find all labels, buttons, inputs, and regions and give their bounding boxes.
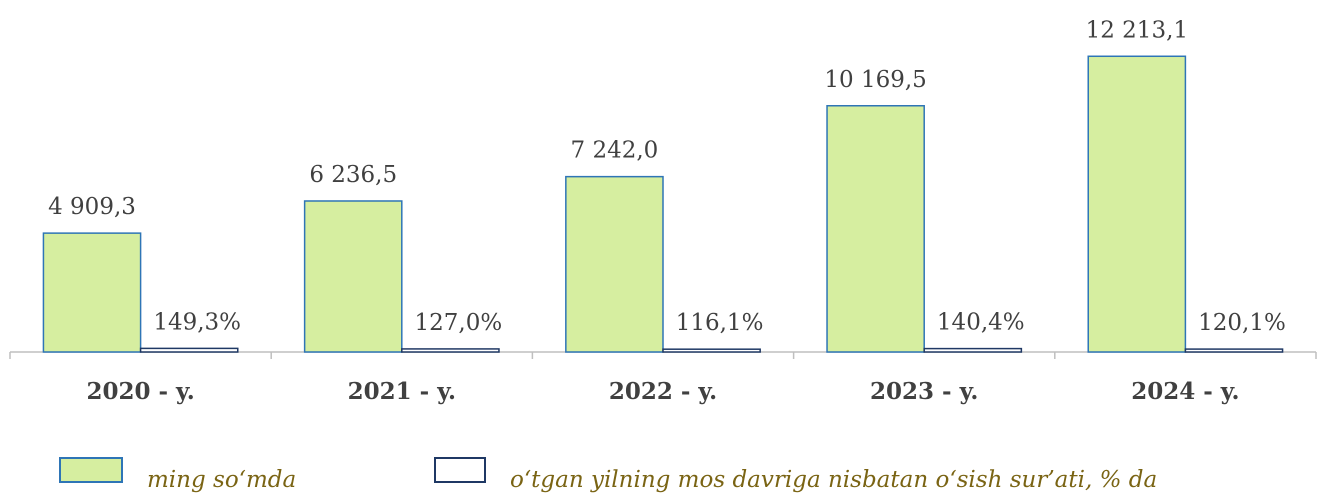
bar: [42, 232, 142, 353]
bar: [303, 200, 403, 353]
data-label: 140,4%: [937, 310, 1025, 336]
bar: [565, 175, 664, 353]
bar: [1184, 348, 1284, 353]
data-label: 10 169,5: [824, 67, 926, 93]
bar: [139, 347, 239, 353]
legend-swatch: [59, 457, 123, 483]
data-label: 6 236,5: [309, 162, 397, 188]
bar: [401, 348, 500, 353]
bar: [923, 347, 1023, 353]
legend-swatch: [434, 457, 486, 483]
bar: [1087, 55, 1187, 353]
x-tick-label: 2022 - y.: [609, 378, 717, 405]
x-tick-label: 2020 - y.: [86, 378, 194, 405]
x-tick-label: 2023 - y.: [870, 378, 978, 405]
legend-label: o‘tgan yilning mos davriga nisbatan o‘si…: [510, 467, 1157, 493]
bar: [826, 105, 925, 353]
data-label: 120,1%: [1198, 310, 1286, 336]
data-label: 4 909,3: [48, 194, 136, 220]
data-label: 149,3%: [153, 309, 241, 335]
legend-label: ming so‘mda: [147, 467, 296, 493]
x-tick-label: 2024 - y.: [1131, 378, 1239, 405]
data-label: 12 213,1: [1086, 17, 1188, 43]
data-label: 7 242,0: [571, 138, 659, 164]
x-tick-label: 2021 - y.: [348, 378, 456, 405]
data-label: 127,0%: [415, 310, 503, 336]
bar: [662, 348, 761, 353]
data-label: 116,1%: [676, 310, 764, 336]
